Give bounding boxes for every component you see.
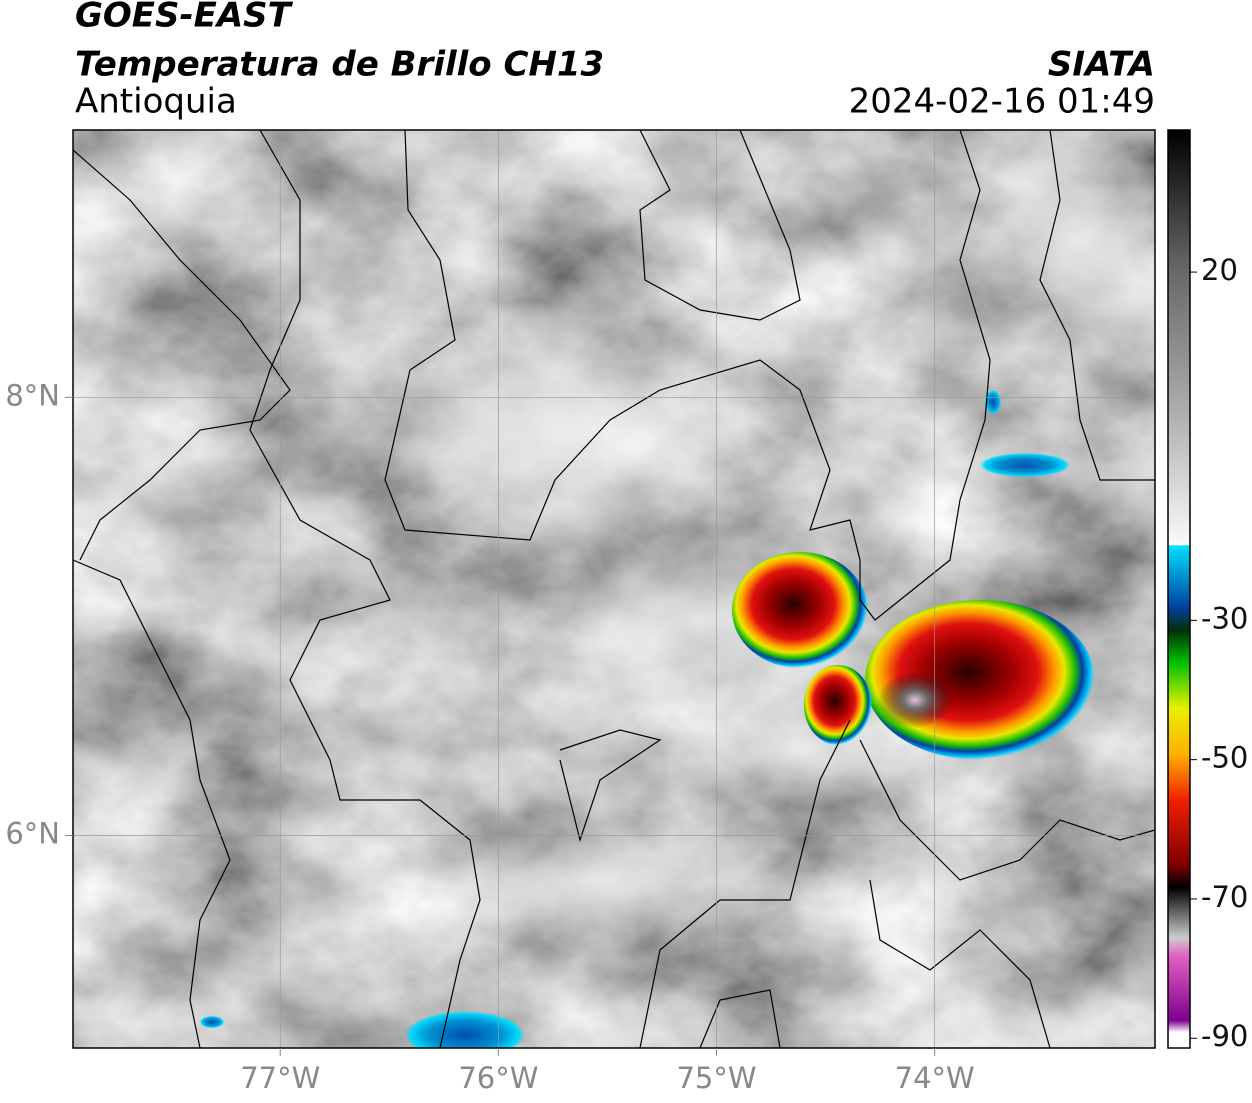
- storm-cell: [804, 665, 872, 745]
- cloud: [960, 130, 1155, 360]
- storm-core: [877, 672, 953, 728]
- lon-tick-label: 75°W: [676, 1061, 756, 1095]
- colorbar: [1167, 129, 1191, 1049]
- datetime: 2024-02-16 01:49: [849, 82, 1155, 122]
- lon-tick-label: 76°W: [458, 1061, 538, 1095]
- cloud: [360, 310, 760, 550]
- cold-top: [985, 390, 1001, 414]
- colorbar-tick-label: -90: [1201, 1019, 1248, 1053]
- borders: [73, 130, 1155, 1048]
- cold-top: [405, 1011, 525, 1048]
- colorbar-tick-label: -30: [1201, 601, 1248, 635]
- lon-tick-label: 74°W: [895, 1061, 975, 1095]
- storm-cell: [732, 552, 868, 668]
- cold-top: [980, 453, 1070, 477]
- source: SIATA: [1048, 45, 1155, 85]
- title: GOES-EAST: [75, 0, 294, 36]
- lat-tick-label: 6°N: [5, 816, 60, 850]
- subtitle: Temperatura de Brillo CH13: [75, 45, 604, 85]
- colorbar-tick-label: -50: [1201, 741, 1248, 775]
- graticule: [73, 130, 1155, 1048]
- cloud: [420, 810, 780, 950]
- map-frame: [72, 129, 1156, 1049]
- colorbar-tick-label: -70: [1201, 880, 1248, 914]
- colorbar-tick-label: 20: [1201, 253, 1238, 287]
- region: Antioquia: [75, 82, 237, 122]
- imagery: [73, 130, 1155, 1048]
- lat-tick-label: 8°N: [5, 378, 60, 412]
- cold-top: [200, 1016, 224, 1028]
- lon-tick-label: 77°W: [240, 1061, 320, 1095]
